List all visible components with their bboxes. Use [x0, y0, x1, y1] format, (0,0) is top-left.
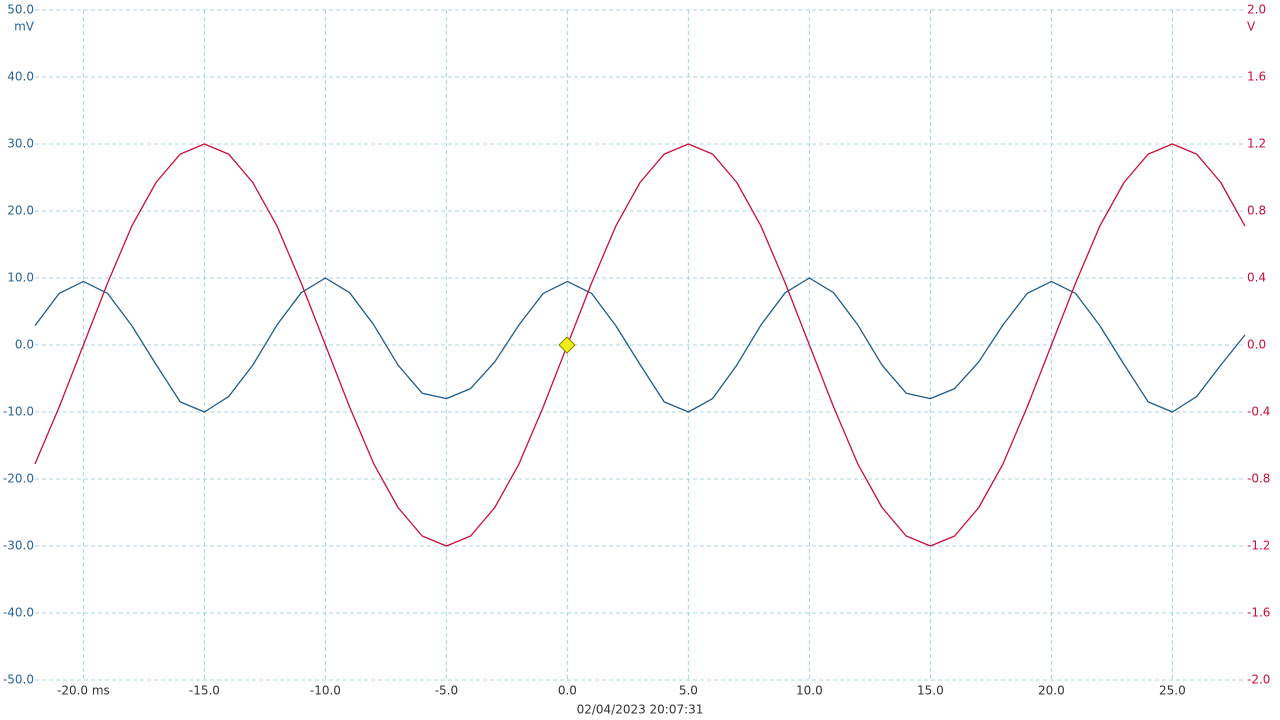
x-tick-label: 5.0: [679, 684, 698, 698]
x-tick-label: -10.0: [310, 684, 341, 698]
x-tick-label: 20.0: [1038, 684, 1065, 698]
y-tick-label: -20.0: [3, 472, 34, 486]
y-tick-label: 50.0: [7, 3, 34, 17]
footer-timestamp: 02/04/2023 20:07:31: [577, 703, 704, 717]
y-tick-label: 20.0: [7, 204, 34, 218]
x-tick-label: 10.0: [796, 684, 823, 698]
y-tick-label: -30.0: [3, 539, 34, 553]
y-tick-label: 30.0: [7, 137, 34, 151]
y2-tick-label: -0.4: [1247, 405, 1270, 419]
y-unit: mV: [14, 20, 35, 34]
grid: [35, 9, 1245, 681]
x-tick-label: -5.0: [435, 684, 458, 698]
x-tick-label: 15.0: [917, 684, 944, 698]
trace-line: [34, 277, 1246, 413]
y2-tick-label: -2.0: [1247, 673, 1270, 687]
trigger-marker: [558, 336, 576, 354]
x-tick-label: 0.0: [558, 684, 577, 698]
traces: [34, 143, 1246, 547]
y-tick-label: 40.0: [7, 70, 34, 84]
y2-unit: V: [1247, 20, 1256, 34]
y2-tick-label: -1.6: [1247, 606, 1270, 620]
y-tick-label: -50.0: [3, 673, 34, 687]
x-tick-label: 25.0: [1159, 684, 1186, 698]
x-tick-label: -20.0 ms: [57, 684, 110, 698]
y2-tick-label: -0.8: [1247, 472, 1270, 486]
y-tick-label: 0.0: [15, 338, 34, 352]
y2-tick-label: 1.6: [1247, 70, 1266, 84]
y-tick-label: -40.0: [3, 606, 34, 620]
y2-tick-label: 0.4: [1247, 271, 1266, 285]
y2-tick-label: -1.2: [1247, 539, 1270, 553]
x-tick-label: -15.0: [189, 684, 220, 698]
y-tick-label: 10.0: [7, 271, 34, 285]
y2-tick-label: 1.2: [1247, 137, 1266, 151]
y-tick-label: -10.0: [3, 405, 34, 419]
y2-tick-label: 2.0: [1247, 3, 1266, 17]
y2-tick-label: 0.0: [1247, 338, 1266, 352]
trace-line: [34, 143, 1246, 547]
y2-tick-label: 0.8: [1247, 204, 1266, 218]
